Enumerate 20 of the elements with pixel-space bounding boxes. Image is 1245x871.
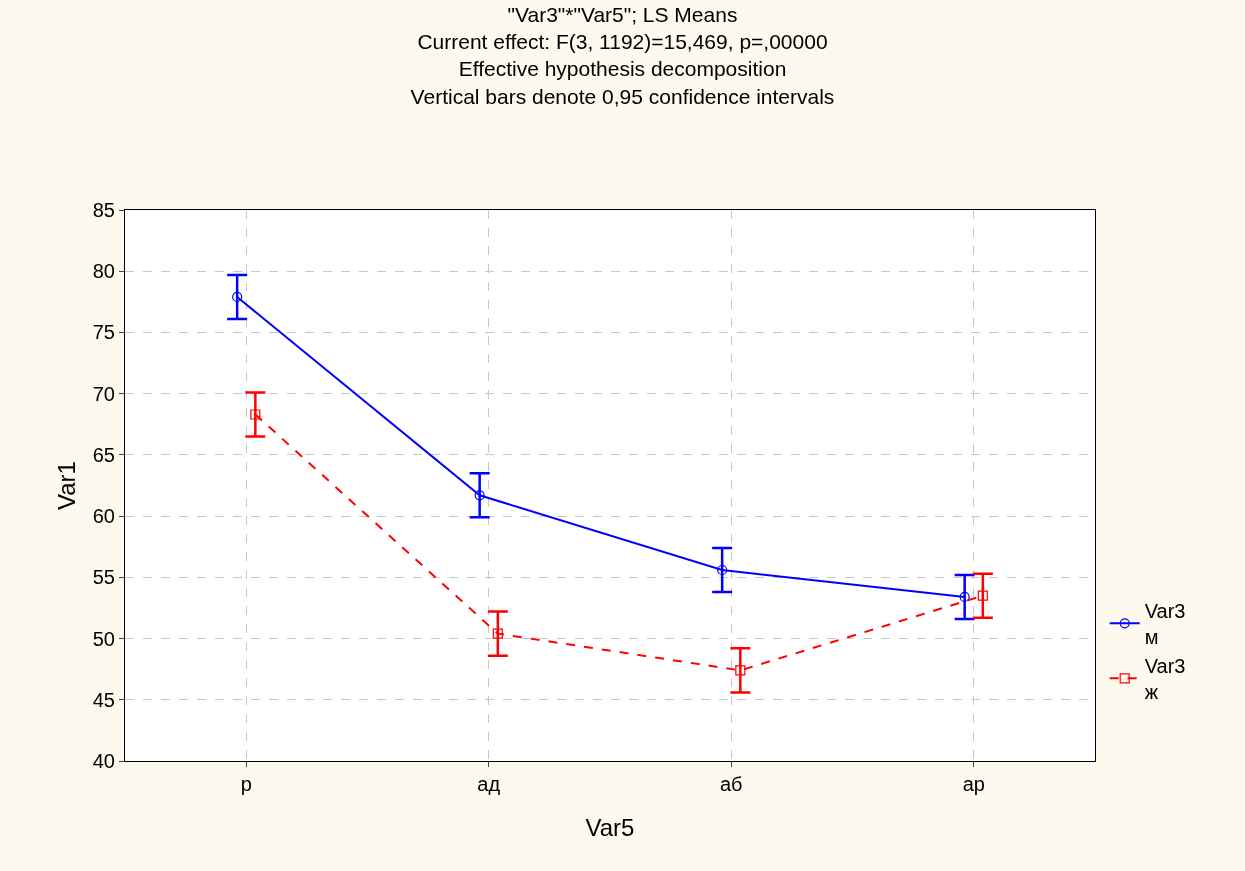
legend-label: Var3 ж — [1144, 655, 1186, 704]
x-axis-title: Var5 — [585, 814, 635, 842]
y-tick-label: 55 — [92, 566, 115, 589]
y-tick-label: 85 — [92, 199, 115, 221]
y-axis-title: Var1 — [52, 461, 80, 510]
chart-subtitle: Current effect: F(3, 1192)=15,469, p=,00000 Effective hypothesis decomposition Vertical bars denote 0,95 confidence intervals — [410, 30, 835, 108]
y-tick-label: 65 — [92, 443, 115, 466]
x-tick-label: аб — [719, 773, 743, 795]
legend-label: Var3 м — [1144, 600, 1186, 649]
x-tick-label: ад — [477, 773, 501, 795]
x-tick-label: ар — [962, 773, 985, 795]
y-tick-label: 80 — [92, 260, 115, 283]
y-tick-label: 50 — [92, 627, 115, 650]
y-tick-label: 70 — [92, 382, 115, 405]
chart-title: "Var3"*"Var5"; LS Means — [507, 2, 738, 26]
x-tick-label: р — [240, 773, 252, 795]
y-tick-label: 60 — [92, 505, 115, 528]
y-tick-label: 45 — [92, 688, 115, 711]
y-tick-label: 75 — [92, 321, 115, 344]
y-tick-label: 40 — [92, 750, 115, 772]
